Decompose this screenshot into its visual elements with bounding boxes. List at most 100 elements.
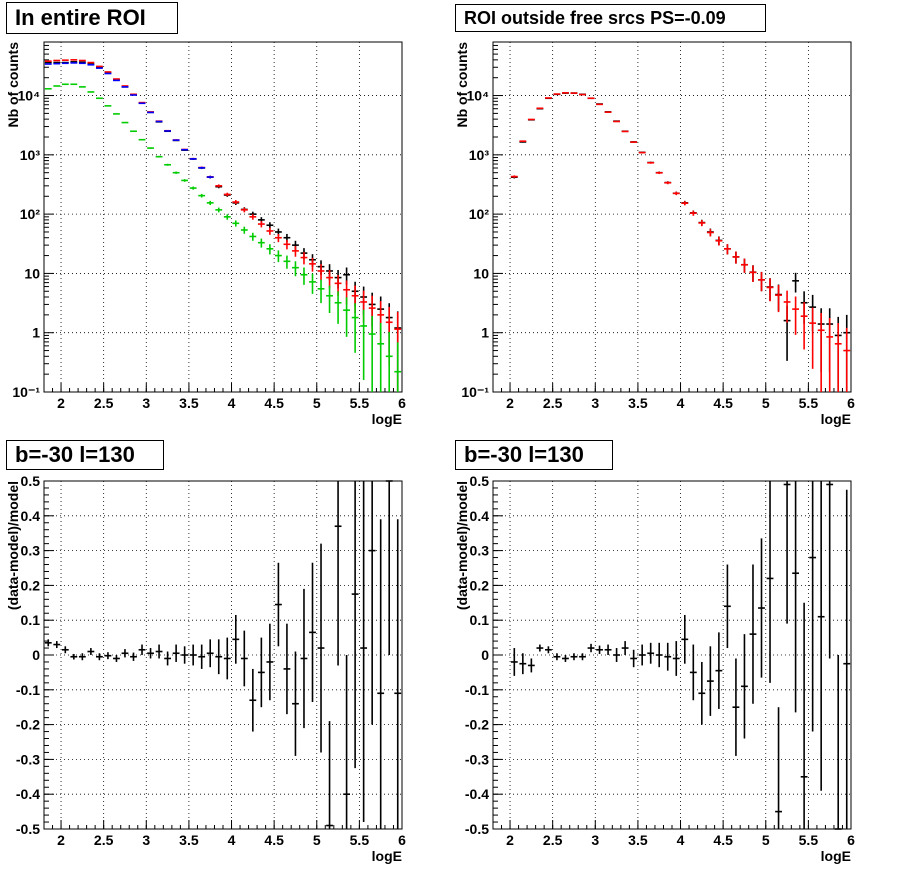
x-tick-label: 5.5 <box>799 395 819 411</box>
data-point <box>775 285 782 313</box>
data-point <box>655 171 663 175</box>
data-point <box>698 220 706 227</box>
plot-frame <box>492 41 852 393</box>
data-point <box>843 327 851 392</box>
data-point <box>377 519 385 829</box>
data-point <box>334 481 342 666</box>
x-tick-label: 6 <box>398 832 406 848</box>
data-point <box>283 255 291 269</box>
data-point <box>562 655 569 662</box>
x-tick-label: 2.5 <box>543 395 563 411</box>
data-point <box>326 285 333 313</box>
data-point <box>792 296 800 335</box>
y-tick-label: 0.3 <box>470 543 490 559</box>
data-point <box>198 166 206 169</box>
data-point <box>334 291 342 324</box>
data-point <box>155 120 163 123</box>
data-point <box>792 481 800 713</box>
data-point <box>394 342 402 392</box>
y-tick-label: 1 <box>32 325 40 341</box>
y-tick-label: -0.5 <box>16 821 40 837</box>
data-point <box>172 171 180 174</box>
data-point <box>300 267 308 285</box>
x-tick-label: 3 <box>591 395 599 411</box>
y-axis-label: (data-model)/model <box>5 481 21 610</box>
x-tick-label: 3 <box>142 832 150 848</box>
data-point <box>817 481 825 791</box>
data-point <box>309 562 316 702</box>
data-point <box>274 562 282 647</box>
data-point <box>292 651 299 756</box>
y-tick-label: 0.1 <box>470 612 490 628</box>
y-tick-label: 10 <box>24 265 40 281</box>
data-point <box>544 97 552 99</box>
y-tick-label: 0.2 <box>470 577 490 593</box>
data-point <box>130 652 137 661</box>
y-tick-label: 0.1 <box>21 612 41 628</box>
data-point <box>834 655 842 830</box>
data-point <box>732 658 740 756</box>
data-point <box>232 200 240 205</box>
data-point <box>621 130 629 133</box>
data-point <box>826 481 834 659</box>
data-point <box>689 210 697 216</box>
data-point <box>266 227 274 235</box>
data-point <box>527 118 535 121</box>
x-tick-label: 2.5 <box>94 395 114 411</box>
x-tick-label: 4 <box>677 832 685 848</box>
data-point <box>732 251 740 264</box>
x-tick-label: 2 <box>57 832 65 848</box>
data-point <box>147 648 154 659</box>
data-point <box>630 649 638 668</box>
data-point <box>834 323 842 392</box>
data-point <box>689 644 697 701</box>
data-point <box>266 244 274 255</box>
data-point <box>172 139 180 141</box>
data-point <box>257 637 265 708</box>
data-point <box>292 246 299 257</box>
data-point <box>172 644 180 662</box>
data-point <box>95 97 103 100</box>
data-point <box>638 644 646 666</box>
data-point <box>309 273 316 294</box>
y-tick-label: -0.3 <box>465 751 489 767</box>
data-point <box>596 645 603 654</box>
data-point <box>544 646 552 654</box>
data-point <box>189 158 197 160</box>
data-point <box>741 258 748 273</box>
data-point <box>587 643 595 653</box>
y-tick-label: -0.4 <box>465 786 489 802</box>
data-point <box>87 648 95 655</box>
data-point <box>783 481 791 624</box>
data-point <box>681 614 689 664</box>
data-point <box>681 201 689 206</box>
data-point <box>266 222 274 229</box>
data-point <box>181 179 189 182</box>
data-point <box>138 644 146 655</box>
data-point <box>292 261 299 277</box>
data-point <box>843 489 851 829</box>
x-tick-label: 4 <box>228 832 236 848</box>
data-point <box>317 264 325 281</box>
y-tick-label: -0.2 <box>465 717 489 733</box>
data-point <box>249 232 257 241</box>
data-point <box>223 214 231 220</box>
y-tick-label: 1 <box>481 325 489 341</box>
y-tick-label: -0.4 <box>16 786 40 802</box>
data-point <box>510 648 518 676</box>
data-point <box>527 658 535 673</box>
data-point <box>706 646 714 716</box>
data-point <box>553 653 561 661</box>
data-point <box>715 632 723 709</box>
data-point <box>240 226 248 234</box>
y-axis-label: (data-model)/model <box>454 481 470 610</box>
data-point <box>317 279 325 304</box>
data-point <box>351 303 359 353</box>
y-tick-label: 10⁴ <box>467 88 490 104</box>
y-tick-label: 10⁻¹ <box>12 384 40 400</box>
x-tick-label: 2 <box>506 832 514 848</box>
y-tick-label: 0.5 <box>470 473 490 489</box>
y-tick-label: 0.3 <box>21 543 41 559</box>
data-point <box>758 538 765 678</box>
data-point <box>723 564 731 649</box>
